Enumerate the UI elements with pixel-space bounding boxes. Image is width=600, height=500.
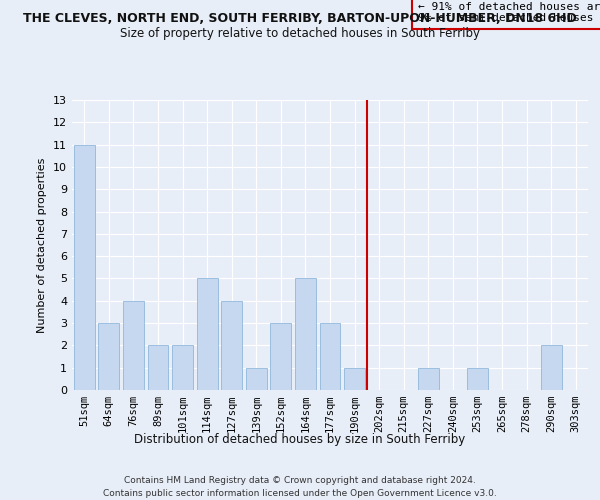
Text: Contains public sector information licensed under the Open Government Licence v3: Contains public sector information licen… — [103, 489, 497, 498]
Bar — [271, 323, 292, 390]
Bar — [295, 278, 316, 390]
Bar — [74, 144, 95, 390]
Bar — [320, 323, 340, 390]
Bar — [467, 368, 488, 390]
Text: THE CLEVES, NORTH END, SOUTH FERRIBY, BARTON-UPON-HUMBER, DN18 6HD: THE CLEVES, NORTH END, SOUTH FERRIBY, BA… — [23, 12, 577, 26]
Bar — [123, 301, 144, 390]
Bar — [172, 346, 193, 390]
Bar — [221, 301, 242, 390]
Text: THE CLEVES NORTH END: 201sqm
← 91% of detached houses are smaller (43)
9% of sem: THE CLEVES NORTH END: 201sqm ← 91% of de… — [418, 0, 600, 23]
Bar — [197, 278, 218, 390]
Text: Distribution of detached houses by size in South Ferriby: Distribution of detached houses by size … — [134, 432, 466, 446]
Bar — [246, 368, 267, 390]
Bar — [148, 346, 169, 390]
Bar — [418, 368, 439, 390]
Bar — [98, 323, 119, 390]
Bar — [541, 346, 562, 390]
Bar — [344, 368, 365, 390]
Y-axis label: Number of detached properties: Number of detached properties — [37, 158, 47, 332]
Text: Size of property relative to detached houses in South Ferriby: Size of property relative to detached ho… — [120, 28, 480, 40]
Text: Contains HM Land Registry data © Crown copyright and database right 2024.: Contains HM Land Registry data © Crown c… — [124, 476, 476, 485]
